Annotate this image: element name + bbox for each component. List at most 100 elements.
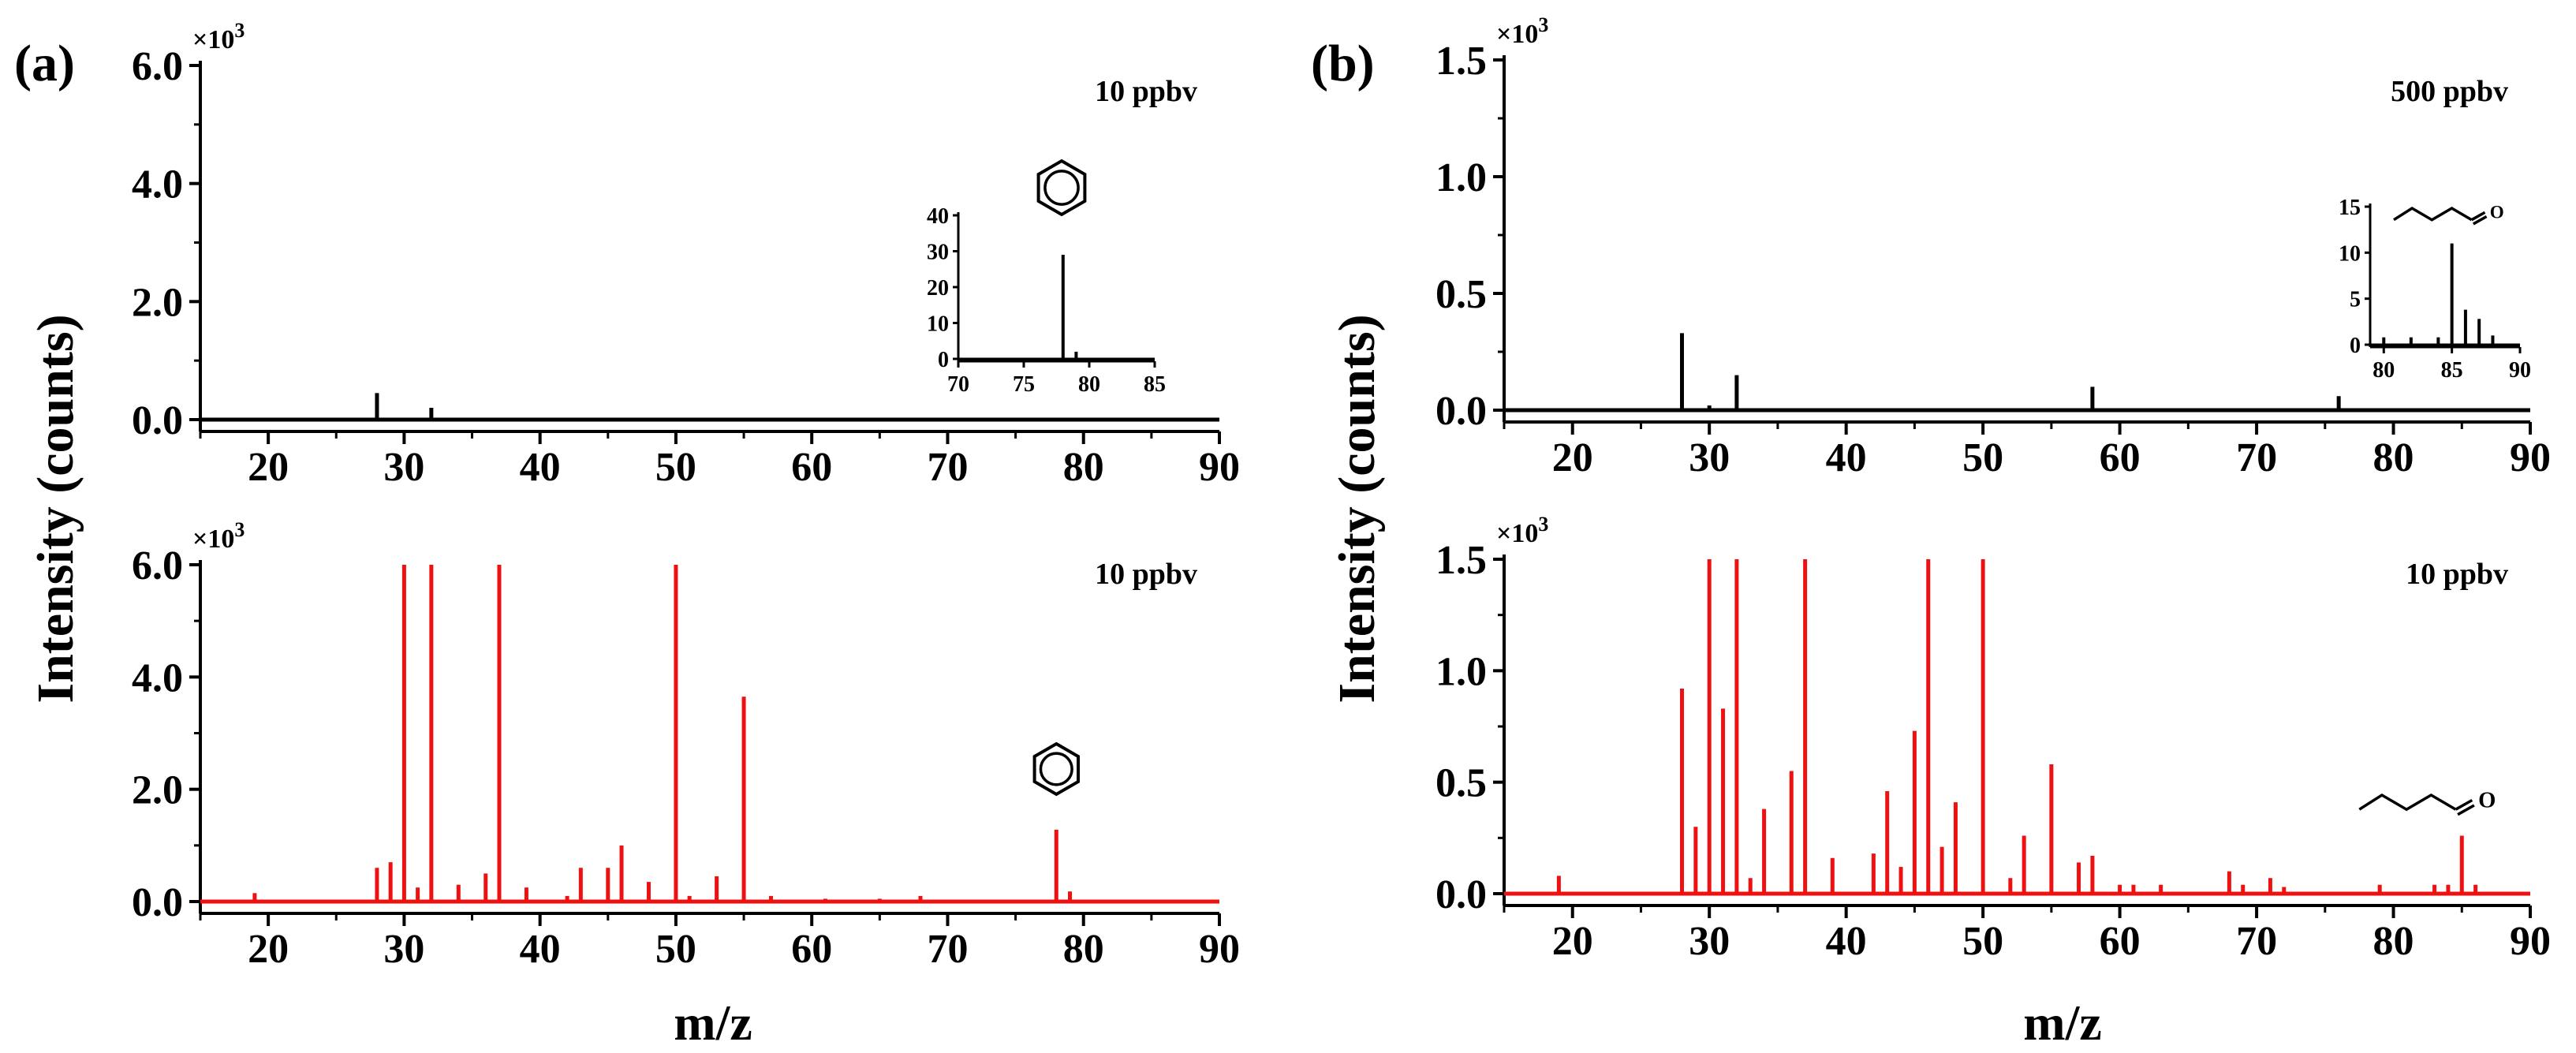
a-bottom-ytick-label: 0.0 <box>132 880 183 925</box>
b-bottom-xtick-label: 80 <box>2373 919 2414 964</box>
a-top-inset-xtick-label: 80 <box>1078 372 1100 397</box>
b-bottom-xtick-label: 40 <box>1826 919 1867 964</box>
a-top-inset-ytick-label: 30 <box>927 241 949 265</box>
a-top-xtick-label: 60 <box>791 445 832 490</box>
a-bottom-ytick-label: 2.0 <box>132 768 183 813</box>
b-top-ytick-label: 0.5 <box>1435 272 1487 317</box>
b-top-ytick-label: 1.5 <box>1435 39 1487 84</box>
ylabel-b: Intensity (counts) <box>1328 314 1386 703</box>
a-bottom-xtick-label: 70 <box>927 927 968 972</box>
a-top-xtick-label: 50 <box>655 445 696 490</box>
a-top-xtick-label: 30 <box>383 445 424 490</box>
b-bottom-xtick-label: 50 <box>1962 919 2003 964</box>
panel-label-b: (b) <box>1311 35 1375 92</box>
b-top-ytick-label: 0.0 <box>1435 389 1487 434</box>
b-top-inset-ytick-label: 15 <box>2339 196 2361 220</box>
b-bottom-ytick-label: 1.5 <box>1435 538 1487 583</box>
b-top-xtick-label: 90 <box>2510 435 2551 480</box>
ylabel-a: Intensity (counts) <box>27 314 84 703</box>
b-bottom-ytick-label: 0.0 <box>1435 872 1487 917</box>
a-top-multiplier-exp: 3 <box>234 19 245 42</box>
a-top-ytick-label: 2.0 <box>132 280 183 325</box>
a-bottom-annotation: 10 ppbv <box>1095 558 1197 591</box>
a-top-inset-xtick-label: 85 <box>1144 372 1166 397</box>
b-top-ytick-label: 1.0 <box>1435 155 1487 200</box>
b-top-xtick-label: 20 <box>1552 435 1593 480</box>
b-top-inset-ytick-label: 10 <box>2339 241 2361 266</box>
b-top-inset-pentanal-oxygen: O <box>2490 202 2504 222</box>
a-top-inset-ytick-label: 40 <box>927 204 949 229</box>
b-top-inset-xtick-label: 80 <box>2373 358 2395 383</box>
a-bottom-multiplier: ×103 <box>192 518 245 554</box>
b-bottom-ytick-label: 1.0 <box>1435 649 1487 694</box>
b-bottom-annotation: 10 ppbv <box>2406 558 2508 591</box>
a-top-xtick-label: 40 <box>520 445 561 490</box>
plot-b-bottom: 0.0 0.5 1.0 1.5 ×103 20 30 40 50 60 70 80 90 10 ppbv O <box>1435 513 2551 964</box>
xlabel-b: m/z <box>2023 995 2102 1051</box>
a-top-ytick-label: 4.0 <box>132 162 183 207</box>
b-bottom-xtick-label: 30 <box>1689 919 1730 964</box>
b-top-xtick-label: 40 <box>1826 435 1867 480</box>
b-top-annotation: 500 ppbv <box>2391 75 2508 108</box>
a-top-inset: 0 10 20 30 40 70 75 80 85 <box>927 159 1166 397</box>
a-bottom-ytick-label: 6.0 <box>132 543 183 588</box>
a-bottom-benzene-circle <box>1039 752 1073 786</box>
a-bottom-xtick-label: 60 <box>791 927 832 972</box>
a-bottom-xtick-label: 80 <box>1063 927 1104 972</box>
b-bottom-xtick-label: 70 <box>2236 919 2277 964</box>
a-top-inset-benzene-circle <box>1043 170 1080 206</box>
b-top-inset: 0 5 10 15 80 85 90 O <box>2339 196 2531 383</box>
b-top-inset-ytick-label: 0 <box>2350 334 2361 358</box>
b-top-xtick-label: 60 <box>2100 435 2141 480</box>
a-bottom-xtick-label: 30 <box>383 927 424 972</box>
a-top-inset-ytick-label: 20 <box>927 276 949 301</box>
panel-label-a: (a) <box>14 35 75 92</box>
b-top-inset-xtick-label: 90 <box>2509 358 2531 383</box>
b-top-multiplier-exp: 3 <box>1538 13 1548 36</box>
a-bottom-xtick-label: 40 <box>520 927 561 972</box>
b-bottom-pentanal-oxygen: O <box>2478 789 2496 813</box>
b-bottom-pentanal-carbonyl-2 <box>2457 804 2475 816</box>
b-bottom-multiplier-exp: 3 <box>1538 513 1548 536</box>
a-top-annotation: 10 ppbv <box>1095 75 1197 108</box>
b-top-xtick-label: 70 <box>2236 435 2277 480</box>
b-top-inset-ytick-label: 5 <box>2350 288 2361 312</box>
b-top-inset-xtick-label: 85 <box>2441 358 2463 383</box>
a-top-inset-xtick-label: 75 <box>1013 372 1035 397</box>
b-top-xtick-label: 50 <box>1962 435 2003 480</box>
a-top-ytick-label: 0.0 <box>132 398 183 443</box>
a-top-multiplier: ×103 <box>192 19 245 54</box>
a-bottom-benzene-ring <box>1032 741 1080 797</box>
b-top-xtick-label: 30 <box>1689 435 1730 480</box>
b-top-inset-pentanal-carbonyl <box>2470 211 2486 222</box>
plot-a-bottom: 0.0 2.0 4.0 6.0×103 20 30 40 50 60 70 80 90 10 ppbv <box>132 518 1240 972</box>
a-top-inset-ytick-label: 10 <box>927 312 949 337</box>
a-top-xtick-label: 20 <box>248 445 289 490</box>
a-top-xtick-label: 80 <box>1063 445 1104 490</box>
b-bottom-multiplier: ×103 <box>1496 513 1548 548</box>
b-top-xtick-label: 80 <box>2373 435 2414 480</box>
a-top-ytick-label: 6.0 <box>132 44 183 89</box>
xlabel-a: m/z <box>674 995 752 1051</box>
b-bottom-xtick-label: 60 <box>2100 919 2141 964</box>
b-bottom-xtick-label: 20 <box>1552 919 1593 964</box>
b-top-inset-pentanal-chain <box>2393 206 2473 222</box>
b-top-inset-pentanal-carbonyl-2 <box>2472 215 2488 226</box>
a-top-inset-benzene-ring <box>1036 159 1087 217</box>
a-bottom-xtick-label: 50 <box>655 927 696 972</box>
b-bottom-xtick-label: 90 <box>2510 919 2551 964</box>
b-bottom-ytick-label: 0.5 <box>1435 761 1487 806</box>
a-bottom-xtick-label: 20 <box>248 927 289 972</box>
a-bottom-multiplier-exp: 3 <box>234 518 245 541</box>
b-top-multiplier: ×103 <box>1496 13 1548 49</box>
a-top-xtick-label: 70 <box>927 445 968 490</box>
a-top-inset-xtick-label: 70 <box>947 372 969 397</box>
a-top-xtick-label: 90 <box>1199 445 1240 490</box>
a-top-inset-ytick-label: 0 <box>938 348 949 372</box>
b-bottom-pentanal-chain <box>2358 793 2457 812</box>
a-bottom-ytick-label: 4.0 <box>132 655 183 700</box>
b-bottom-pentanal-carbonyl <box>2455 798 2473 811</box>
